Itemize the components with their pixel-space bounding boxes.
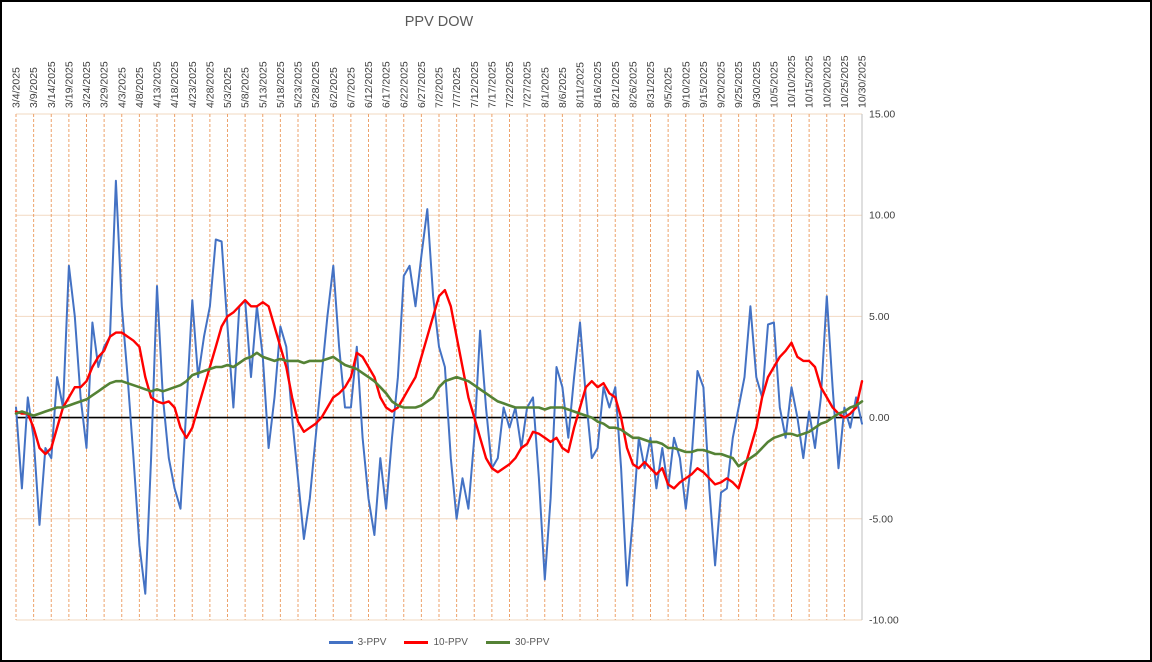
x-axis-label: 8/31/2025 bbox=[645, 61, 657, 108]
x-axis-label: 10/30/2025 bbox=[857, 55, 869, 108]
x-axis-label: 3/14/2025 bbox=[46, 61, 58, 108]
x-axis-label: 4/23/2025 bbox=[187, 61, 199, 108]
x-axis-label: 6/2/2025 bbox=[328, 67, 340, 108]
x-axis-label: 10/15/2025 bbox=[804, 55, 816, 108]
x-axis-label: 6/7/2025 bbox=[345, 67, 357, 108]
y-axis-label: 0.00 bbox=[869, 412, 890, 424]
x-axis-label: 7/7/2025 bbox=[451, 67, 463, 108]
x-axis-label: 10/10/2025 bbox=[786, 55, 798, 108]
x-axis-label: 8/21/2025 bbox=[610, 61, 622, 108]
x-axis-label: 5/3/2025 bbox=[222, 67, 234, 108]
series-line-3-ppv bbox=[15, 179, 863, 595]
x-axis-label: 8/1/2025 bbox=[539, 67, 551, 108]
legend-line-swatch bbox=[404, 641, 429, 644]
x-axis-label: 4/28/2025 bbox=[204, 61, 216, 108]
x-axis-label: 7/22/2025 bbox=[504, 61, 516, 108]
x-axis-label: 5/28/2025 bbox=[310, 61, 322, 108]
x-axis-label: 3/29/2025 bbox=[99, 61, 111, 108]
x-axis-label: 10/20/2025 bbox=[821, 55, 833, 108]
x-axis-label: 9/5/2025 bbox=[663, 67, 675, 108]
x-axis-label: 5/13/2025 bbox=[257, 61, 269, 108]
x-axis-label: 6/27/2025 bbox=[416, 61, 428, 108]
x-axis-label: 9/15/2025 bbox=[698, 61, 710, 108]
y-axis-label: 15.00 bbox=[869, 109, 895, 121]
legend-item-10-ppv: 10-PPV bbox=[404, 637, 468, 648]
x-axis-label: 10/25/2025 bbox=[839, 55, 851, 108]
x-axis-label: 4/3/2025 bbox=[116, 67, 128, 108]
x-axis-label: 5/18/2025 bbox=[275, 61, 287, 108]
x-axis-label: 4/8/2025 bbox=[134, 67, 146, 108]
x-axis-label: 3/9/2025 bbox=[28, 67, 40, 108]
x-axis-label: 10/5/2025 bbox=[768, 61, 780, 108]
x-axis-label: 8/6/2025 bbox=[557, 67, 569, 108]
x-axis-label: 9/30/2025 bbox=[751, 61, 763, 108]
x-axis-label: 6/12/2025 bbox=[363, 61, 375, 108]
chart-title: PPV DOW bbox=[404, 14, 474, 30]
x-axis-label: 6/22/2025 bbox=[398, 61, 410, 108]
x-axis-label: 9/25/2025 bbox=[733, 61, 745, 108]
x-axis-label: 8/26/2025 bbox=[627, 61, 639, 108]
legend-item-30-ppv: 30-PPV bbox=[485, 637, 550, 648]
legend-label: 10-PPV bbox=[433, 637, 468, 648]
x-axis-label: 7/27/2025 bbox=[522, 61, 534, 108]
y-axis-label: -10.00 bbox=[869, 615, 899, 627]
x-axis-label: 3/19/2025 bbox=[63, 61, 75, 108]
legend-item-3-ppv: 3-PPV bbox=[328, 637, 387, 648]
x-axis-label: 3/4/2025 bbox=[11, 67, 23, 108]
series-line-10-ppv bbox=[14, 288, 864, 490]
x-axis-label: 7/17/2025 bbox=[486, 61, 498, 108]
x-axis-label: 4/13/2025 bbox=[152, 61, 164, 108]
legend-label: 3-PPV bbox=[357, 637, 387, 648]
x-axis-label: 7/12/2025 bbox=[469, 61, 481, 108]
x-axis-label: 9/20/2025 bbox=[716, 61, 728, 108]
y-axis-label: 5.00 bbox=[869, 311, 890, 323]
x-axis-label: 8/16/2025 bbox=[592, 61, 604, 108]
x-axis-label: 8/11/2025 bbox=[575, 62, 587, 108]
x-axis-label: 3/24/2025 bbox=[81, 61, 93, 108]
y-axis-label: -5.00 bbox=[869, 513, 893, 525]
x-axis-label: 5/23/2025 bbox=[293, 61, 305, 108]
legend-line-swatch bbox=[328, 641, 353, 644]
legend-label: 30-PPV bbox=[514, 637, 550, 648]
x-axis-label: 9/10/2025 bbox=[680, 61, 692, 108]
x-axis-label: 6/17/2025 bbox=[381, 61, 393, 108]
x-axis-label: 4/18/2025 bbox=[169, 61, 181, 108]
x-axis-label: 7/2/2025 bbox=[434, 67, 446, 108]
series-line-30-ppv bbox=[14, 351, 864, 468]
y-axis-label: 10.00 bbox=[869, 210, 895, 222]
legend-line-swatch bbox=[485, 641, 510, 644]
chart-legend: 3-PPV 10-PPV 30-PPV bbox=[16, 637, 862, 648]
x-axis-label: 5/8/2025 bbox=[240, 67, 252, 108]
